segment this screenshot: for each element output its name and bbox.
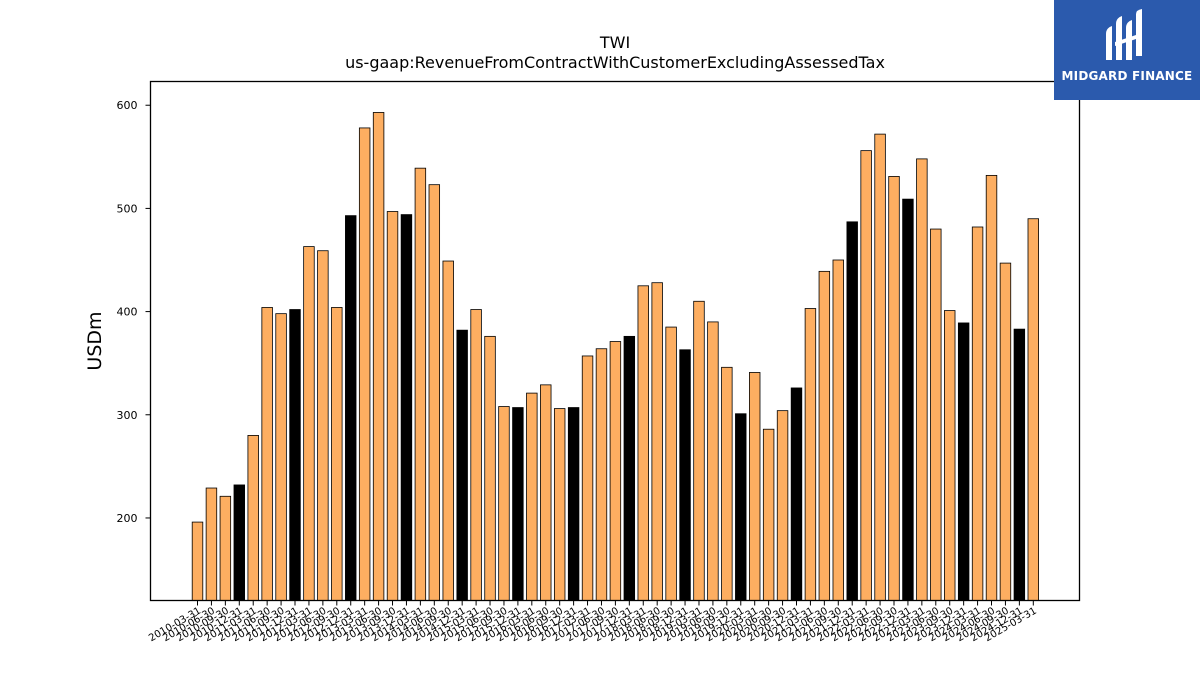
bar-2021-06-30: [818, 270, 831, 601]
bar-2020-03-31: [749, 372, 761, 601]
y-tick-label: 400: [117, 306, 138, 319]
bar-2015-12-31: [512, 407, 524, 601]
y-tick-label: 500: [117, 202, 138, 215]
midgard-logo-icon: [1106, 9, 1142, 60]
logo-text: MIDGARD FINANCE: [1061, 69, 1193, 83]
bar-2016-09-30: [553, 408, 566, 601]
bar-2023-09-30: [944, 310, 956, 601]
bar-2012-06-30: [317, 250, 329, 601]
bar-2015-09-30: [498, 406, 510, 601]
chart-title: TWI: [599, 33, 630, 52]
bar-2012-09-30: [331, 307, 343, 601]
bar-2015-06-30: [484, 335, 496, 601]
bar-2018-03-31: [637, 285, 649, 601]
bar-2018-09-30: [665, 326, 677, 601]
bar-2017-03-31: [581, 355, 594, 601]
bar-2023-06-30: [930, 228, 942, 601]
bar-2017-09-30: [609, 341, 622, 601]
bar-2016-06-30: [540, 384, 552, 601]
bar-2016-12-31: [567, 407, 580, 601]
bar-2013-06-30: [372, 112, 385, 601]
y-axis-label: USDm: [84, 311, 106, 370]
bar-2025-03-31: [1027, 218, 1040, 601]
bar-2018-12-31: [679, 349, 691, 601]
bar-2017-06-30: [595, 348, 608, 601]
bar-2019-06-30: [707, 321, 719, 601]
bar-series: [191, 112, 1040, 601]
bar-2014-03-31: [414, 167, 427, 601]
bar-2011-06-30: [261, 307, 273, 601]
bar-2015-03-31: [470, 309, 482, 601]
bar-2014-12-31: [456, 329, 468, 601]
bar-2023-12-31: [957, 322, 970, 601]
bar-2022-09-30: [888, 176, 900, 601]
bar-2014-09-30: [442, 260, 454, 601]
chart-subtitle: us-gaap:RevenueFromContractWithCustomerE…: [345, 53, 885, 72]
bar-2011-03-31: [247, 435, 259, 601]
bar-2010-03-31: [191, 521, 204, 601]
bar-2020-09-30: [776, 410, 789, 601]
bar-2010-09-30: [219, 495, 232, 601]
bar-2011-09-30: [275, 313, 287, 601]
bar-2021-03-31: [804, 308, 817, 601]
midgard-finance-logo: MIDGARD FINANCE: [1054, 0, 1200, 100]
bar-2011-12-31: [289, 309, 301, 601]
bar-2022-03-31: [860, 150, 872, 601]
bar-2019-12-31: [735, 413, 747, 601]
bar-2013-09-30: [386, 211, 399, 601]
bar-2018-06-30: [651, 282, 663, 601]
bar-2019-03-31: [693, 300, 705, 601]
bar-2013-03-31: [358, 127, 371, 601]
bar-2010-12-31: [233, 484, 245, 601]
bar-2020-12-31: [790, 387, 803, 601]
bar-2017-12-31: [623, 335, 636, 601]
y-tick-label: 200: [117, 512, 138, 525]
bar-2022-12-31: [902, 198, 914, 601]
bar-2024-03-31: [971, 226, 984, 601]
bar-2014-06-30: [428, 184, 441, 601]
bar-2019-09-30: [721, 366, 733, 601]
bar-2024-06-30: [985, 174, 998, 601]
bar-2024-12-31: [1013, 328, 1026, 601]
bar-2013-12-31: [400, 214, 413, 601]
bar-2021-09-30: [832, 259, 844, 601]
bar-2010-06-30: [205, 487, 218, 601]
plot-frame: [149, 80, 1081, 602]
bar-2023-03-31: [916, 158, 928, 601]
y-tick-label: 300: [117, 409, 138, 422]
bar-2024-09-30: [999, 262, 1012, 601]
bar-2012-12-31: [345, 215, 357, 601]
y-tick-label: 600: [117, 99, 138, 112]
bar-2022-06-30: [874, 133, 886, 601]
bar-2021-12-31: [846, 221, 858, 601]
bar-2016-03-31: [526, 392, 538, 601]
bar-2012-03-31: [303, 246, 315, 601]
y-axis: 200 300 400 500 600: [117, 99, 151, 525]
bar-2020-06-30: [762, 428, 775, 601]
x-axis: 2010-03-312010-06-302010-09-302010-12-31…: [147, 600, 1039, 644]
